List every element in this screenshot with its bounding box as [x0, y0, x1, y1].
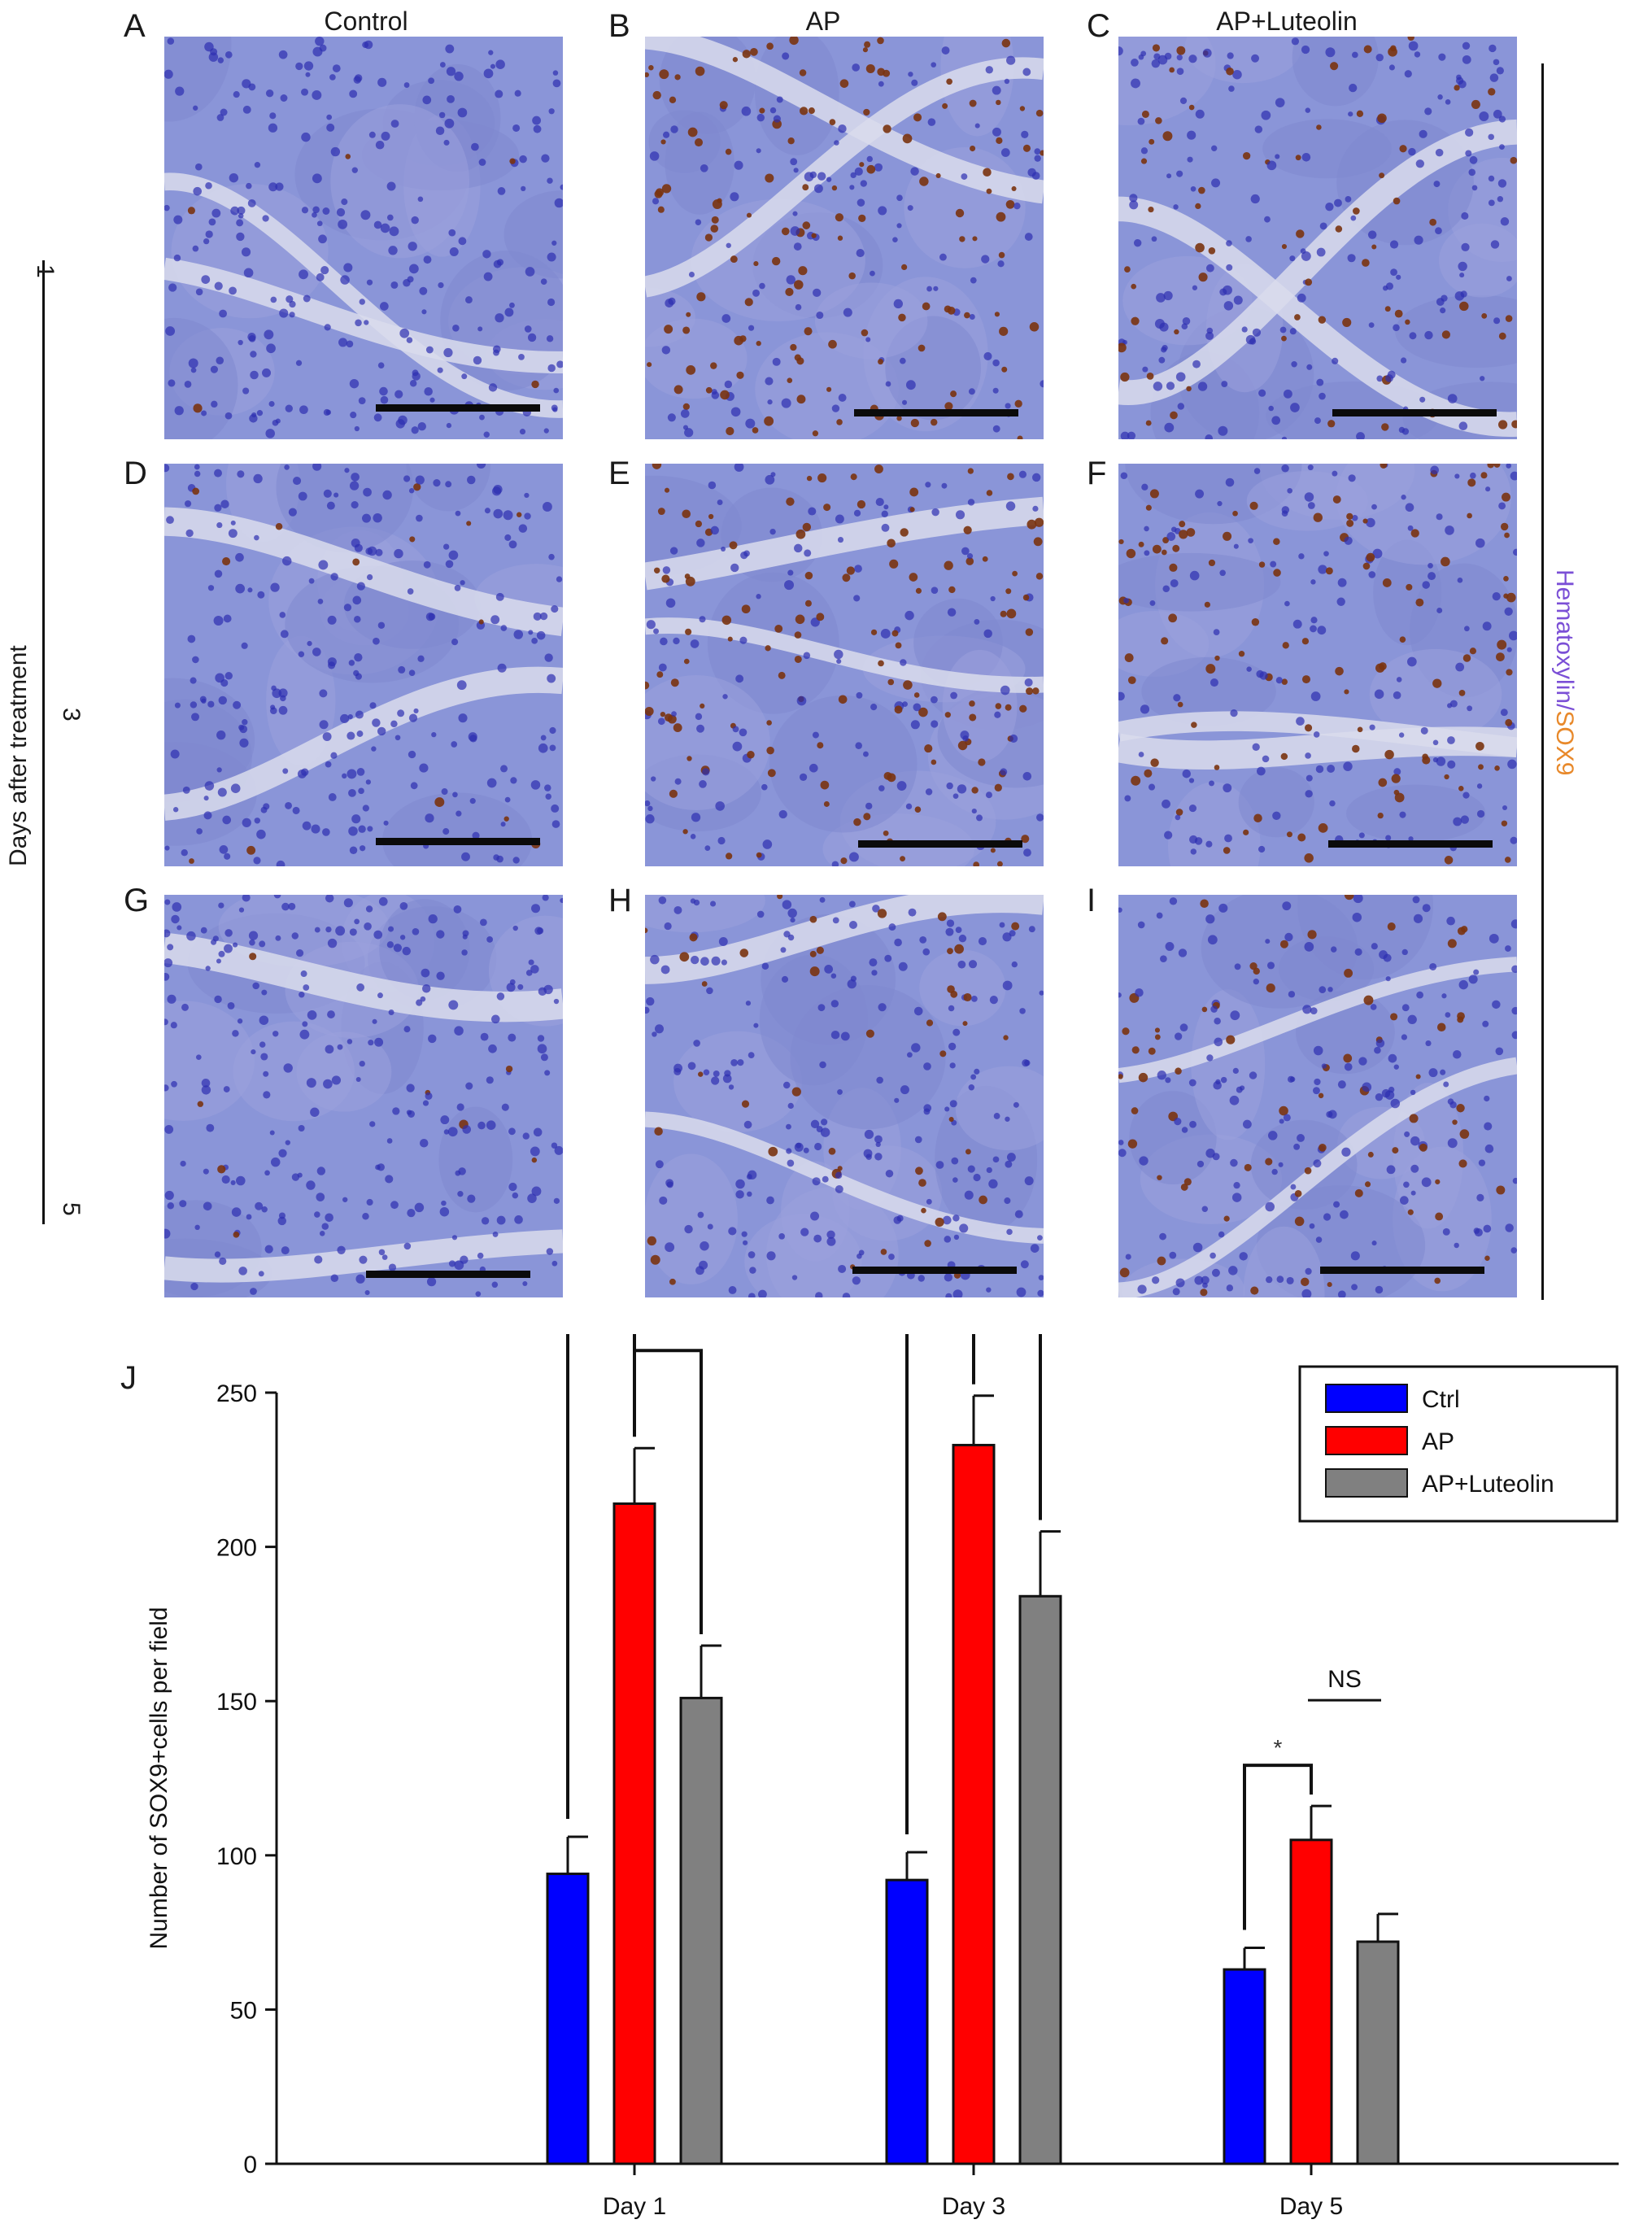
panel-letter-e: E: [608, 456, 630, 491]
bar: [1289, 1838, 1333, 2165]
scale-bar-c: [1332, 409, 1497, 416]
scale-bar-i: [1320, 1267, 1484, 1274]
stain-label: Hematoxylin/SOX9: [1550, 569, 1578, 775]
significance-label: NS: [1327, 1666, 1362, 1693]
significance-bracket: [972, 1334, 1042, 1520]
scale-bar-b: [854, 409, 1018, 416]
days-tick-3: 3: [58, 708, 85, 722]
panel-letter-j: J: [120, 1360, 137, 1396]
scale-bar-f: [1328, 840, 1493, 848]
significance-bracket: [905, 1334, 975, 1835]
micrograph-control-day5: [164, 895, 563, 1297]
y-tick-label: 100: [216, 1843, 257, 1870]
bar: [1223, 1968, 1266, 2165]
panel-letter-g: G: [124, 883, 150, 918]
legend-label: Ctrl: [1422, 1386, 1460, 1413]
x-tick-label: Day 1: [603, 2193, 666, 2220]
scale-bar-e: [858, 840, 1022, 848]
y-tick-label: 150: [216, 1689, 257, 1716]
bar: [679, 1696, 723, 2165]
days-axis-line: [42, 260, 45, 1224]
legend-swatch: [1325, 1468, 1408, 1498]
stain-label-hematoxylin: Hematoxylin: [1551, 569, 1578, 704]
scale-bar-a: [376, 404, 540, 412]
significance-label: *: [664, 1334, 673, 1345]
micrograph-ap-day1: [645, 37, 1044, 439]
panel-letter-a: A: [124, 8, 146, 44]
significance-label: *: [1274, 1735, 1283, 1760]
x-tick-label: Day 3: [942, 2193, 1005, 2220]
bar: [1356, 1940, 1400, 2165]
scale-bar-d: [376, 838, 540, 845]
micrograph-ap-luteolin-day3: [1118, 464, 1517, 866]
bar: [612, 1502, 656, 2165]
x-tick-label: Day 5: [1279, 2193, 1343, 2220]
bar: [885, 1878, 929, 2165]
micrograph-ap-day3: [645, 464, 1044, 866]
bar: [546, 1873, 590, 2165]
micrograph-control-day3: [164, 464, 563, 866]
days-tick-1: 1: [32, 264, 59, 278]
y-tick-label: 200: [216, 1535, 257, 1562]
significance-bracket: [633, 1349, 703, 1634]
bar: [952, 1443, 996, 2165]
bar: [1018, 1594, 1062, 2165]
panel-letter-c: C: [1087, 8, 1110, 44]
y-tick-label: 0: [243, 2152, 257, 2178]
significance-bracket: [1243, 1764, 1313, 1930]
y-tick-label: 250: [216, 1380, 257, 1407]
panel-letter-b: B: [608, 8, 630, 44]
column-header-control: Control: [324, 7, 408, 36]
scale-bar-g: [366, 1271, 530, 1278]
panel-letter-h: H: [608, 883, 632, 918]
y-axis-label: Number of SOX9+cells per field: [146, 1607, 172, 1949]
scale-bar-h: [852, 1267, 1017, 1274]
legend-label: AP+Luteolin: [1422, 1471, 1554, 1498]
panel-letter-i: I: [1087, 883, 1096, 918]
legend-swatch: [1325, 1426, 1408, 1455]
column-header-ap: AP: [805, 7, 841, 36]
column-header-ap-luteolin: AP+Luteolin: [1216, 7, 1358, 36]
micrograph-control-day1: [164, 37, 563, 439]
stain-label-line: [1541, 63, 1544, 1300]
sox9-bar-chart: 0 50 100 150 200 250 Number of SOX9+cells per …: [146, 1334, 1619, 2220]
days-tick-5: 5: [58, 1202, 85, 1216]
days-axis-label: Days after treatment: [5, 645, 32, 866]
micrograph-ap-luteolin-day5: [1118, 895, 1517, 1297]
stain-label-sox9: SOX9: [1551, 710, 1578, 776]
panel-letter-f: F: [1087, 456, 1107, 491]
micrograph-ap-day5: [645, 895, 1044, 1297]
legend-label: AP: [1422, 1428, 1454, 1455]
legend-swatch: [1325, 1384, 1408, 1413]
y-tick-label: 50: [230, 1997, 257, 2024]
micrograph-ap-luteolin-day1: [1118, 37, 1517, 439]
panel-letter-d: D: [124, 456, 147, 491]
